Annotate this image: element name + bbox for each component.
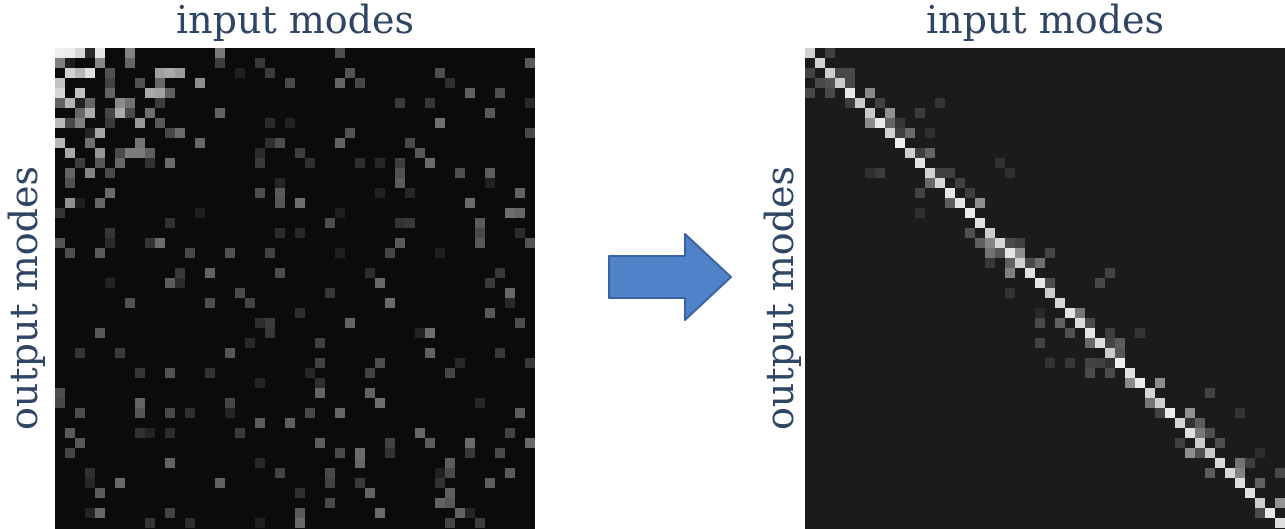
right-transmission-matrix xyxy=(805,48,1285,529)
transform-arrow-icon xyxy=(608,233,732,321)
left-transmission-matrix xyxy=(55,48,535,529)
right-panel-ylabel: output modes xyxy=(758,166,802,430)
right-panel-title: input modes xyxy=(925,0,1164,42)
left-panel-title: input modes xyxy=(175,0,414,42)
left-panel-ylabel: output modes xyxy=(2,166,46,430)
